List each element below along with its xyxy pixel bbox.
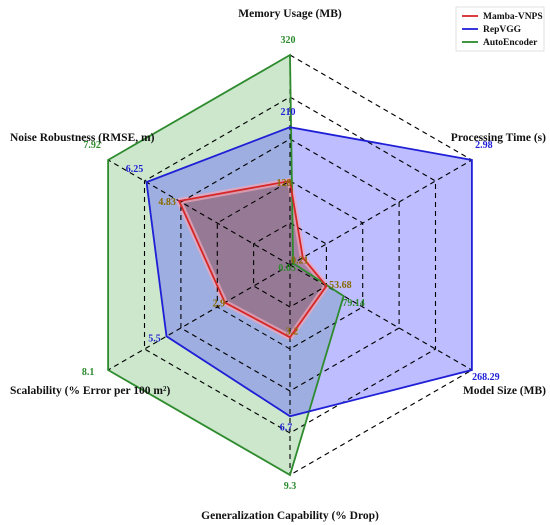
series-fill-0 (179, 181, 327, 338)
data-label-2-3: 9.3 (284, 481, 297, 492)
series-line-1 (145, 126, 473, 418)
axis-titles: Memory Usage (MB) Processing Time (s) Mo… (10, 8, 546, 522)
data-label-1-2: 268.29 (472, 372, 500, 383)
grid-spoke-1 (289, 159, 473, 266)
data-label-1-5: 6.25 (126, 164, 144, 175)
data-label-0-4: 2.9 (213, 299, 226, 310)
grid-ring-1 (253, 222, 327, 308)
axis-title-memory: Memory Usage (MB) (238, 8, 342, 20)
legend-label-autoencoder: AutoEncoder (483, 38, 538, 48)
axis-title-modelsize: Model Size (MB) (463, 385, 546, 397)
axis-title-noise: Noise Robustness (RMSE, m) (10, 132, 155, 144)
data-labels: 128 0.21 53.68 3.2 2.9 4.83 210 2.98 268.29 6.7 5.… (82, 35, 500, 492)
legend-label-mamba: Mamba-VNPS (483, 12, 543, 22)
data-label-1-1: 2.98 (475, 140, 493, 151)
series-line-2 (107, 53, 345, 477)
data-label-1-0: 210 (281, 107, 296, 118)
series-fill-1 (146, 127, 472, 417)
data-label-0-2: 53.68 (329, 280, 352, 291)
legend: Mamba-VNPS RepVGG AutoEncoder (455, 6, 545, 52)
data-label-0-5: 4.83 (158, 197, 176, 208)
series-line-0 (177, 179, 328, 339)
data-label-2-1: 0.05 (278, 263, 296, 274)
data-label-2-0: 320 (281, 35, 296, 46)
data-label-0-1: 0.21 (291, 256, 309, 267)
axis-title-generalization: Generalization Capability (% Drop) (201, 510, 379, 522)
data-label-1-3: 6.7 (280, 422, 293, 433)
series-fill-2 (108, 55, 344, 475)
data-label-2-2: 79.14 (342, 298, 365, 309)
grid-spoke-4 (107, 264, 291, 371)
axis-title-processing: Processing Time (s) (451, 132, 546, 144)
axis-title-scalability: Scalability (% Error per 100 m²) (10, 385, 170, 397)
legend-label-repvgg: RepVGG (483, 25, 522, 35)
data-label-2-5: 7.92 (83, 140, 101, 151)
data-label-0-0: 128 (277, 178, 292, 189)
series-lines (107, 53, 473, 477)
grid-spoke-2 (289, 264, 473, 371)
grid-ring-4 (143, 96, 437, 434)
grid-spoke-5 (107, 159, 291, 266)
data-label-2-4: 8.1 (82, 367, 95, 378)
data-label-1-4: 5.5 (148, 333, 161, 344)
data-label-0-3: 3.2 (286, 326, 299, 337)
